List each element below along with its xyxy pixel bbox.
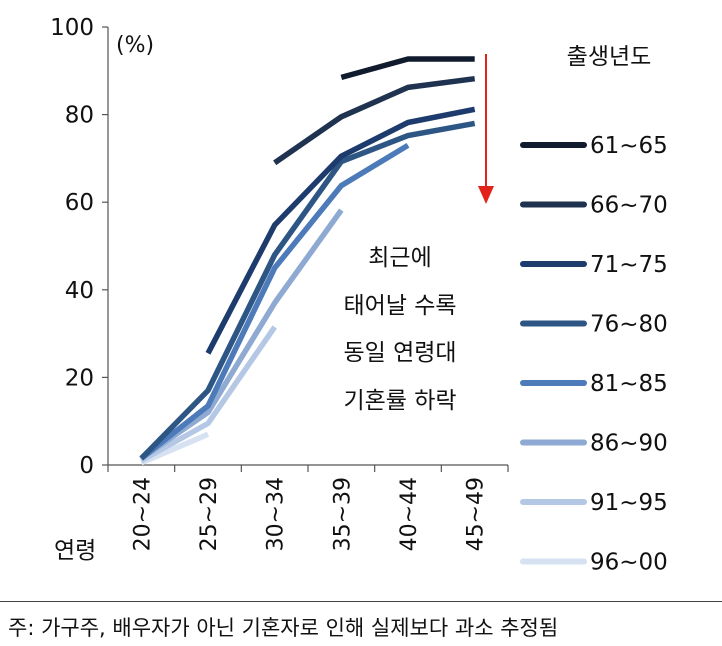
legend-entry: 71~75 (590, 252, 668, 278)
legend-entry: 81~85 (590, 371, 668, 397)
y-tick-label: 40 (65, 278, 94, 304)
legend-entry: 66~70 (590, 193, 668, 219)
series-line (139, 325, 277, 464)
legend-entry: 86~90 (590, 431, 668, 457)
chart-legend: 출생년도 61~65 66~70 71~75 76~80 81~85 86~90 91~95 9… (520, 44, 668, 576)
series-line (273, 75, 476, 166)
series-line (340, 56, 475, 81)
annotation-line: 기혼률 하락 (343, 388, 456, 414)
y-tick-label: 60 (65, 190, 94, 216)
y-tick-label: 20 (65, 365, 94, 391)
x-tick-label: 40~44 (397, 477, 422, 551)
chart-axes: 0 20 40 60 80 100 20~24 25~29 30~34 35~39 40~44 45~… (50, 15, 509, 564)
chart-series (139, 56, 476, 466)
footnote: 주: 가구주, 배우자가 아닌 기혼자로 인해 실제보다 과소 추정됨 (8, 616, 559, 640)
series-line (205, 106, 476, 355)
x-tick-label: 35~39 (330, 477, 355, 551)
y-tick-label: 80 (65, 103, 94, 129)
y-tick-label: 0 (79, 453, 94, 479)
legend-entry: 96~00 (590, 550, 668, 576)
legend-entry: 76~80 (590, 312, 668, 338)
legend-entry: 91~95 (590, 490, 668, 516)
x-tick-label: 45~49 (464, 477, 489, 551)
x-tick-label: 25~29 (197, 477, 222, 551)
annotation-line: 동일 연령대 (343, 340, 456, 366)
decline-arrow-head (478, 186, 494, 204)
x-tick-label: 30~34 (264, 477, 289, 551)
footnote-divider (0, 601, 722, 602)
y-unit-label: (%) (116, 33, 154, 58)
annotation-line: 태어날 수록 (343, 293, 456, 319)
series-line (139, 120, 476, 461)
series-line (140, 431, 210, 466)
x-axis-label: 연령 (54, 538, 96, 564)
annotation-line: 최근에 (368, 245, 431, 271)
x-tick-label: 20~24 (130, 477, 155, 551)
legend-title: 출생년도 (567, 44, 652, 70)
y-tick-label: 100 (50, 15, 94, 41)
line-chart: 0 20 40 60 80 100 20~24 25~29 30~34 35~39 40~44 45~… (50, 15, 668, 576)
series-line (139, 142, 410, 461)
legend-entry: 61~65 (590, 133, 668, 159)
